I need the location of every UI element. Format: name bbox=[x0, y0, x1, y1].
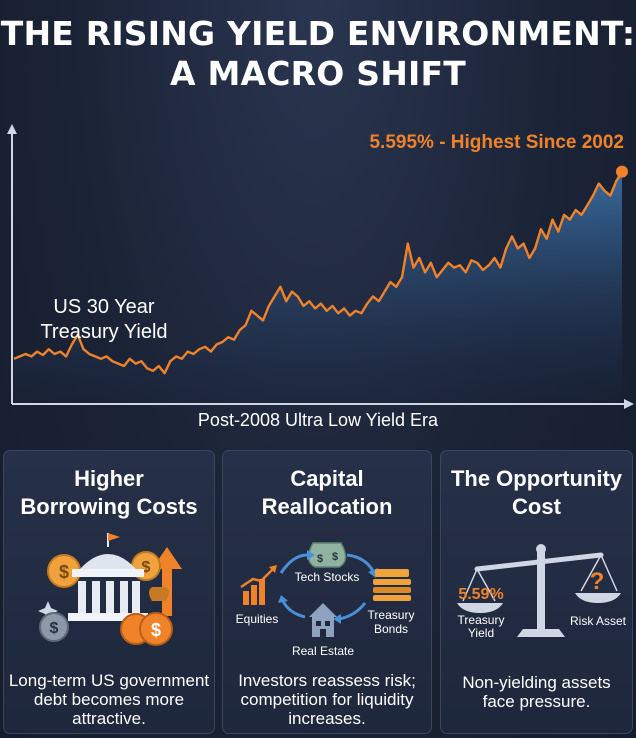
card-desc-line-1: Long-term US government bbox=[8, 671, 210, 690]
dome bbox=[80, 554, 136, 569]
card-desc-line-2: competition for liquidity bbox=[240, 690, 414, 709]
bar-chart-icon bbox=[243, 591, 249, 605]
series-label-line-2: Treasury Yield bbox=[40, 321, 168, 343]
title-line-1: THE RISING YIELD ENVIRONMENT: bbox=[0, 14, 636, 53]
coin-icon bbox=[139, 612, 173, 646]
card-desc-line-2: debt becomes more bbox=[33, 690, 185, 709]
card-title-line-1: Higher bbox=[74, 466, 144, 491]
house-window bbox=[325, 621, 330, 626]
pan-string bbox=[462, 568, 478, 602]
column bbox=[132, 581, 140, 613]
page-title: THE RISING YIELD ENVIRONMENT: A MACRO SH… bbox=[0, 14, 636, 94]
yield-line bbox=[13, 170, 624, 375]
balance-scale-icon: 5.59% Treasury Yield ? Risk Asset bbox=[457, 544, 627, 640]
bond-stack-icon bbox=[375, 569, 409, 577]
treasury-label: Treasury bbox=[458, 613, 505, 627]
scale-base bbox=[517, 629, 565, 637]
bank-coins-icon: $ $ $ $ bbox=[38, 533, 182, 646]
pan-string bbox=[600, 554, 618, 592]
card-title: Capital Reallocation bbox=[223, 465, 431, 521]
flow-arrowhead bbox=[307, 550, 315, 560]
card-capital-reallocation: Capital Reallocation $ $ Tech Stocks Equ… bbox=[222, 450, 432, 734]
right-pan bbox=[575, 593, 621, 603]
question-mark-icon: ? bbox=[590, 568, 605, 595]
bar-chart-icon bbox=[259, 579, 265, 605]
card-title-line-2: Borrowing Costs bbox=[20, 494, 198, 519]
pan-string bbox=[476, 568, 496, 602]
card-description: Investors reassess risk; competition for… bbox=[223, 671, 431, 728]
risk-asset-label: Risk Asset bbox=[570, 614, 627, 628]
title-line-2: A MACRO SHIFT bbox=[170, 54, 466, 93]
house-roof bbox=[309, 603, 337, 617]
yield-chart bbox=[7, 124, 634, 409]
flow-arrow bbox=[338, 602, 367, 621]
card-description: Long-term US government debt becomes mor… bbox=[4, 671, 214, 728]
coin-dollar-sign: $ bbox=[151, 620, 161, 640]
card-title: Higher Borrowing Costs bbox=[4, 465, 214, 521]
yield-area bbox=[14, 171, 622, 402]
card-desc-line-1: Non-yielding assets bbox=[462, 673, 611, 692]
card-opportunity-cost: The Opportunity Cost 5.59% Treasury Yiel… bbox=[440, 450, 633, 734]
column bbox=[78, 581, 86, 613]
coin-icon bbox=[39, 612, 69, 642]
flow-arrow bbox=[281, 600, 306, 619]
flow-arrow bbox=[279, 553, 308, 574]
bag-dollar-sign: $ bbox=[332, 551, 338, 563]
yield-label: Yield bbox=[468, 626, 494, 640]
coin-dollar-sign: $ bbox=[50, 620, 59, 637]
x-axis-arrow bbox=[624, 399, 634, 409]
card-description: Non-yielding assets face pressure. bbox=[441, 673, 632, 711]
card-title: The Opportunity Cost bbox=[441, 465, 632, 521]
tech-stocks-label: Tech Stocks bbox=[295, 570, 360, 584]
building-base bbox=[68, 613, 148, 621]
column bbox=[92, 581, 100, 613]
flow-arrow bbox=[346, 553, 375, 572]
bond-stack-icon bbox=[373, 587, 411, 593]
house-door bbox=[320, 629, 326, 637]
series-label: US 30 Year Treasury Yield bbox=[24, 295, 184, 345]
card-desc-line-1: Investors reassess risk; bbox=[238, 671, 416, 690]
sparkle-icon bbox=[38, 601, 58, 621]
flag-icon bbox=[108, 533, 120, 541]
trend-arrowhead bbox=[269, 565, 277, 573]
highest-yield-callout: 5.595% - Highest Since 2002 bbox=[369, 132, 624, 153]
money-bag-icon bbox=[149, 587, 169, 601]
coin-dollar-sign: $ bbox=[142, 559, 151, 576]
card-title-line-2: Reallocation bbox=[261, 494, 393, 519]
bag-dollar-sign: $ bbox=[317, 553, 323, 565]
x-axis-caption: Post-2008 Ultra Low Yield Era bbox=[197, 410, 439, 430]
bond-stack-icon bbox=[373, 595, 411, 601]
column bbox=[120, 581, 128, 613]
card-desc-line-2: face pressure. bbox=[482, 692, 591, 711]
real-estate-label: Real Estate bbox=[292, 644, 354, 658]
series-label-line-1: US 30 Year bbox=[53, 296, 155, 318]
y-axis-arrow bbox=[7, 124, 17, 134]
bar-chart-icon bbox=[251, 585, 257, 605]
treasury-yield-value: 5.59% bbox=[458, 586, 503, 603]
latest-yield-point bbox=[616, 165, 628, 178]
equities-label: Equities bbox=[236, 612, 279, 626]
house-window bbox=[316, 621, 321, 626]
pan-string bbox=[580, 554, 602, 592]
reallocation-cycle-icon: $ $ Tech Stocks Equities Treasury Bonds … bbox=[236, 542, 415, 658]
bonds-label: Bonds bbox=[374, 622, 408, 636]
card-desc-line-3: attractive. bbox=[72, 709, 146, 728]
flow-arrowhead bbox=[333, 614, 341, 624]
card-desc-line-3: increases. bbox=[288, 709, 366, 728]
card-borrowing-costs: Higher Borrowing Costs $ $ $ $ Long-term… bbox=[3, 450, 215, 734]
building-roof bbox=[72, 569, 144, 577]
scale-post bbox=[537, 551, 545, 637]
flow-arrowhead bbox=[278, 595, 288, 603]
coin-dollar-sign: $ bbox=[59, 562, 69, 582]
bond-stack-icon bbox=[373, 579, 411, 585]
left-pan bbox=[457, 603, 503, 613]
treasury-label: Treasury bbox=[368, 608, 415, 622]
card-title-line-2: Cost bbox=[512, 494, 561, 519]
card-title-line-1: Capital bbox=[290, 466, 364, 491]
card-title-line-1: The Opportunity bbox=[450, 466, 623, 491]
trend-line-icon bbox=[240, 568, 274, 589]
column bbox=[106, 581, 114, 613]
